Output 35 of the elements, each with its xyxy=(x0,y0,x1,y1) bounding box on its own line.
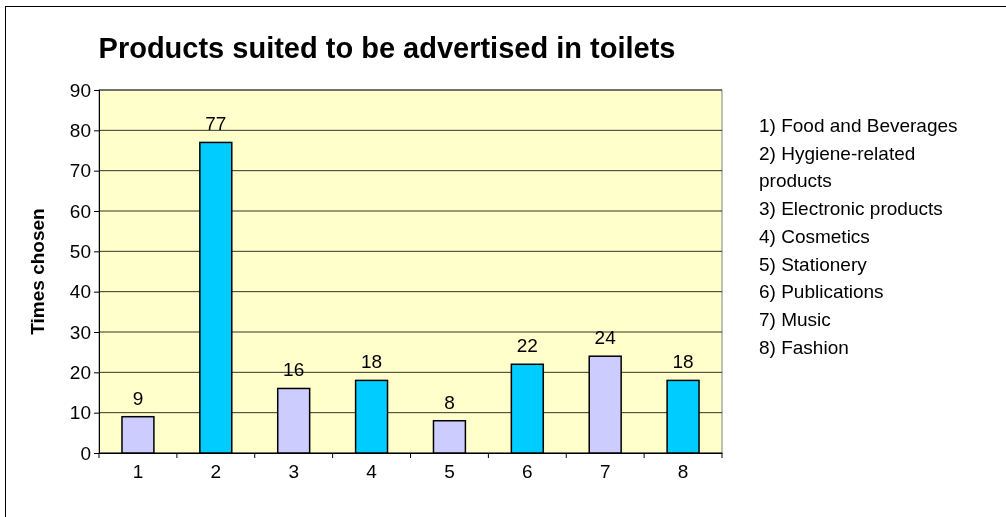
x-tick-label: 5 xyxy=(444,461,455,483)
y-tick-label: 10 xyxy=(69,402,91,424)
text: 2) Hygiene-related products xyxy=(759,142,916,192)
y-tick-label: 40 xyxy=(69,281,91,303)
data-label: 9 xyxy=(132,387,144,409)
text: 6) Publications xyxy=(759,281,884,303)
data-label: 22 xyxy=(516,335,538,357)
data-label: 18 xyxy=(360,351,383,373)
y-tick-label: 90 xyxy=(69,79,91,101)
text: 5) Stationery xyxy=(759,253,868,275)
x-tick-label: 1 xyxy=(132,461,144,483)
x-tick-label: 2 xyxy=(210,461,222,483)
y-tick-label: 0 xyxy=(80,442,91,464)
y-axis-title: Times chosen xyxy=(27,208,48,335)
data-label: 18 xyxy=(672,351,694,373)
text: 8) Fashion xyxy=(759,336,849,358)
chart-title: Products suited to be advertised in toilets xyxy=(98,32,676,64)
x-tick-label: 7 xyxy=(599,461,611,483)
y-tick-label: 60 xyxy=(69,200,91,222)
text: 1) Food and Beverages xyxy=(759,115,958,136)
data-label: 77 xyxy=(205,113,227,135)
x-tick-label: 8 xyxy=(677,461,689,483)
text: 4) Cosmetics xyxy=(759,225,870,247)
x-tick-label: 3 xyxy=(288,461,299,483)
y-tick-label: 30 xyxy=(69,321,91,343)
y-tick-label: 80 xyxy=(69,119,91,141)
y-tick-label: 50 xyxy=(69,240,91,262)
text: 3) Electronic products xyxy=(759,198,943,220)
data-label: 24 xyxy=(594,327,617,349)
y-tick-label: 70 xyxy=(69,160,91,182)
y-tick-label: 20 xyxy=(69,361,91,383)
data-label: 8 xyxy=(444,391,455,413)
text: 7) Music xyxy=(759,308,831,330)
x-tick-label: 4 xyxy=(366,461,378,483)
x-tick-label: 6 xyxy=(522,461,533,483)
